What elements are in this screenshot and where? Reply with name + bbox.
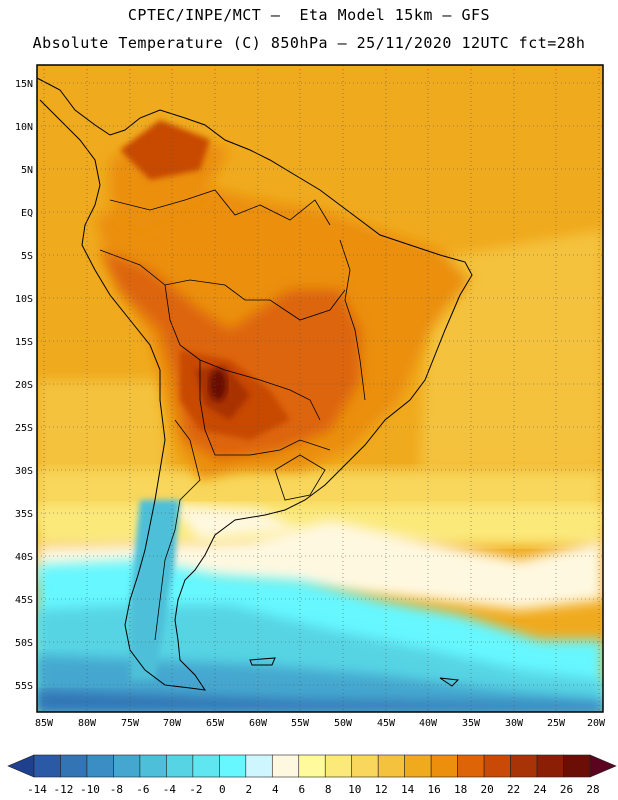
colorbar-swatch <box>271 754 300 778</box>
colorbar-label: 26 <box>560 783 573 796</box>
colorbar-swatch <box>86 754 114 778</box>
colorbar-swatch <box>483 754 511 778</box>
colorbar-swatch <box>166 754 194 778</box>
lon-label: 25W <box>547 718 566 729</box>
colorbar-swatches <box>7 754 617 778</box>
colorbar-swatch <box>245 754 273 778</box>
longitude-labels: 85W 80W 75W 70W 65W 60W 55W 50W 45W 40W … <box>35 718 606 729</box>
colorbar-swatch <box>510 754 538 778</box>
lat-label: 55S <box>15 681 33 692</box>
lat-label: 10S <box>15 294 33 305</box>
colorbar-label: -6 <box>136 783 149 796</box>
lon-label: 85W <box>35 718 54 729</box>
colorbar-labels: -14 -12 -10 -8 -6 -4 -2 0 2 4 6 8 10 12 14 16 18 20 22 24 26… <box>27 783 600 796</box>
colorbar-label: 18 <box>454 783 467 796</box>
colorbar-label: 10 <box>348 783 361 796</box>
colorbar-swatch <box>351 754 379 778</box>
colorbar-swatch <box>404 754 432 778</box>
temperature-field <box>37 65 603 712</box>
latitude-labels: 15N 10N 5N EQ 5S 10S 15S 20S 25S 30S 35S… <box>15 79 33 692</box>
lat-label: 15N <box>15 79 33 90</box>
lat-label: 40S <box>15 552 33 563</box>
lon-label: 55W <box>291 718 310 729</box>
colorbar-swatch <box>324 754 353 778</box>
colorbar-label: -10 <box>80 783 100 796</box>
colorbar-label: -4 <box>163 783 177 796</box>
lat-label: EQ <box>21 208 33 219</box>
lat-label: 5S <box>21 251 33 262</box>
colorbar-label: 8 <box>325 783 332 796</box>
colorbar-label: 4 <box>272 783 279 796</box>
lat-label: 10N <box>15 122 33 133</box>
colorbar-arrow-low <box>7 754 35 778</box>
colorbar-arrow-high <box>589 754 617 778</box>
colorbar-label: -12 <box>54 783 74 796</box>
colorbar-label: 0 <box>219 783 226 796</box>
lat-label: 50S <box>15 638 33 649</box>
lat-label: 5N <box>21 165 33 176</box>
lat-label: 35S <box>15 509 33 520</box>
map-frame <box>36 64 604 713</box>
lat-label: 15S <box>15 337 33 348</box>
colorbar-label: 16 <box>428 783 441 796</box>
colorbar-label: 20 <box>480 783 493 796</box>
lat-label: 45S <box>15 595 33 606</box>
colorbar-label: 28 <box>586 783 599 796</box>
colorbar-swatch <box>192 754 220 778</box>
lat-label: 30S <box>15 466 33 477</box>
lat-label: 20S <box>15 380 33 391</box>
colorbar-swatch <box>377 754 405 778</box>
lon-label: 75W <box>121 718 140 729</box>
lon-label: 80W <box>78 718 97 729</box>
borders <box>99 189 366 641</box>
colorbar-label: 12 <box>375 783 388 796</box>
colorbar-label: -8 <box>110 783 123 796</box>
title-line-2: Absolute Temperature (C) 850hPa – 25/11/… <box>32 34 586 52</box>
lon-label: 40W <box>419 718 438 729</box>
colorbar-swatch <box>563 754 591 778</box>
colorbar-label: -14 <box>27 783 47 796</box>
colorbar-label: 14 <box>401 783 415 796</box>
colorbar-swatch <box>60 754 88 778</box>
colorbar-label: 2 <box>245 783 252 796</box>
colorbar-swatch <box>298 754 326 778</box>
lon-label: 45W <box>377 718 396 729</box>
lon-label: 60W <box>249 718 268 729</box>
colorbar-label: 6 <box>298 783 305 796</box>
lat-label: 25S <box>15 423 33 434</box>
lon-label: 70W <box>163 718 182 729</box>
lon-label: 35W <box>462 718 481 729</box>
colorbar-swatch <box>113 754 141 778</box>
colorbar: -14 -12 -10 -8 -6 -4 -2 0 2 4 6 8 10 12 14 16 18 20 22 24 26… <box>7 754 617 796</box>
lon-label: 50W <box>334 718 353 729</box>
colorbar-label: 24 <box>533 783 547 796</box>
colorbar-swatch <box>457 754 485 778</box>
colorbar-swatch <box>430 754 458 778</box>
coastline <box>37 77 473 691</box>
colorbar-swatch <box>219 754 247 778</box>
colorbar-swatch <box>536 754 564 778</box>
lon-label: 65W <box>206 718 225 729</box>
colorbar-label: 22 <box>507 783 520 796</box>
colorbar-swatch <box>33 754 61 778</box>
colorbar-swatch <box>139 754 167 778</box>
colorbar-label: -2 <box>189 783 202 796</box>
title-line-1: CPTEC/INPE/MCT – Eta Model 15km – GFS <box>127 6 491 24</box>
lon-label: 20W <box>587 718 606 729</box>
lon-label: 30W <box>505 718 524 729</box>
